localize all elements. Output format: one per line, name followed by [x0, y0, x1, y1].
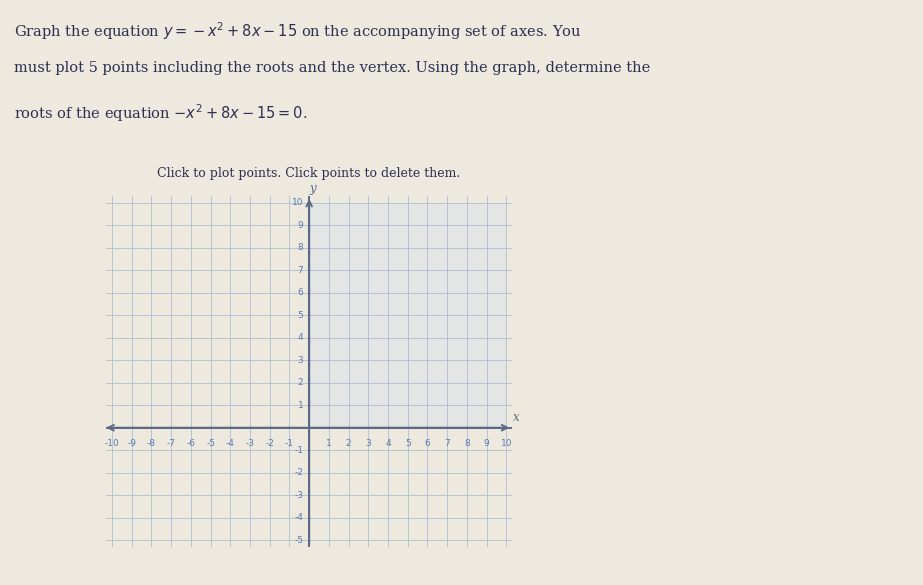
Text: -4: -4 [294, 513, 304, 522]
Text: x: x [513, 411, 520, 424]
Text: -10: -10 [104, 439, 119, 448]
Text: 6: 6 [297, 288, 304, 297]
Text: 8: 8 [297, 243, 304, 252]
Text: -5: -5 [206, 439, 215, 448]
Text: 2: 2 [297, 378, 304, 387]
Text: y: y [309, 182, 316, 195]
Text: -2: -2 [265, 439, 274, 448]
Text: -2: -2 [294, 468, 304, 477]
Text: 7: 7 [297, 266, 304, 275]
Text: must plot 5 points including the roots and the vertex. Using the graph, determin: must plot 5 points including the roots a… [14, 61, 650, 75]
Text: 9: 9 [484, 439, 489, 448]
Text: 1: 1 [297, 401, 304, 409]
Text: 3: 3 [366, 439, 371, 448]
Text: 5: 5 [297, 311, 304, 320]
Bar [309, 203, 507, 428]
Text: 1: 1 [326, 439, 331, 448]
Text: Graph the equation $y = -x^2 + 8x - 15$ on the accompanying set of axes. You: Graph the equation $y = -x^2 + 8x - 15$ … [14, 20, 581, 42]
Text: -3: -3 [294, 491, 304, 500]
Text: -5: -5 [294, 536, 304, 545]
Text: 7: 7 [444, 439, 450, 448]
Text: -1: -1 [294, 446, 304, 455]
Text: 5: 5 [405, 439, 411, 448]
Text: 3: 3 [297, 356, 304, 364]
Text: 9: 9 [297, 221, 304, 230]
Text: 4: 4 [385, 439, 390, 448]
Text: -8: -8 [147, 439, 156, 448]
Text: Click to plot points. Click points to delete them.: Click to plot points. Click points to de… [157, 167, 461, 180]
Text: 10: 10 [292, 198, 304, 207]
Text: -7: -7 [167, 439, 175, 448]
Text: 8: 8 [464, 439, 470, 448]
Text: 2: 2 [346, 439, 352, 448]
Text: -6: -6 [186, 439, 196, 448]
Text: -4: -4 [226, 439, 234, 448]
Text: 10: 10 [500, 439, 512, 448]
Text: 4: 4 [297, 333, 304, 342]
Text: -9: -9 [127, 439, 137, 448]
Text: roots of the equation $-x^2 + 8x - 15 = 0$.: roots of the equation $-x^2 + 8x - 15 = … [14, 102, 307, 124]
Text: 6: 6 [425, 439, 430, 448]
Text: -1: -1 [285, 439, 294, 448]
Text: -3: -3 [246, 439, 255, 448]
